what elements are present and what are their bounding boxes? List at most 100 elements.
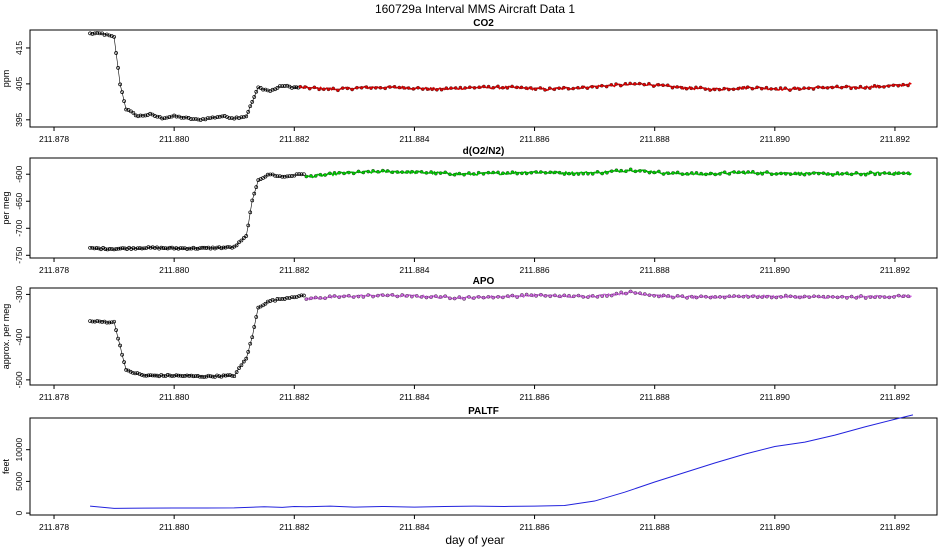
- data-point: [835, 84, 839, 89]
- data-point: [96, 246, 101, 251]
- data-point: [138, 113, 143, 118]
- data-point: [254, 89, 259, 94]
- data-point: [462, 172, 466, 177]
- data-point: [187, 373, 192, 378]
- data-point: [239, 238, 244, 243]
- data-point: [292, 295, 297, 300]
- data-point: [698, 85, 703, 90]
- y-axis-label: feet: [1, 458, 11, 474]
- data-point: [892, 172, 896, 176]
- data-point: [131, 110, 136, 115]
- data-point: [196, 117, 201, 122]
- data-point: [137, 372, 142, 376]
- data-point: [703, 87, 708, 91]
- data-point: [830, 295, 835, 299]
- data-point: [840, 294, 844, 299]
- data-point: [206, 373, 211, 378]
- data-point: [419, 295, 424, 299]
- data-point: [699, 294, 703, 299]
- y-tick-label: -650: [14, 192, 24, 209]
- data-point: [656, 82, 661, 87]
- data-point: [769, 172, 774, 177]
- data-point: [309, 174, 313, 178]
- data-point: [287, 174, 292, 178]
- data-point: [118, 343, 122, 348]
- data-point: [727, 294, 732, 299]
- data-point: [246, 110, 251, 114]
- data-point: [258, 86, 263, 90]
- data-point: [193, 117, 198, 121]
- data-point: [496, 295, 500, 299]
- data-point: [356, 294, 361, 299]
- data-point: [294, 172, 299, 177]
- data-point: [746, 295, 750, 299]
- data-point: [146, 245, 151, 249]
- data-point: [285, 174, 289, 179]
- y-tick-label: -700: [14, 219, 24, 236]
- data-point: [713, 172, 718, 177]
- data-point: [254, 185, 259, 190]
- data-point: [515, 171, 519, 176]
- data-point: [580, 85, 585, 89]
- x-axis-label: day of year: [445, 533, 504, 547]
- data-point: [642, 82, 647, 87]
- data-point: [285, 295, 289, 300]
- data-point: [191, 374, 196, 379]
- data-point: [519, 85, 524, 90]
- data-point: [200, 245, 204, 250]
- data-point: [816, 294, 821, 299]
- data-point: [830, 173, 835, 177]
- data-point: [699, 171, 703, 176]
- data-point: [755, 85, 759, 90]
- data-point: [228, 245, 232, 250]
- data-point: [205, 116, 210, 120]
- data-point: [250, 335, 255, 340]
- data-point: [376, 169, 380, 174]
- data-point: [361, 170, 366, 175]
- data-point: [299, 172, 304, 177]
- data-point: [619, 290, 623, 295]
- data-point: [424, 295, 429, 300]
- data-point: [717, 87, 722, 92]
- data-point: [571, 172, 576, 177]
- data-point: [868, 295, 873, 299]
- data-point: [380, 168, 385, 173]
- x-tick-label: 211.880: [159, 134, 189, 144]
- data-point: [534, 294, 538, 298]
- data-point: [476, 295, 481, 299]
- data-point: [410, 169, 414, 174]
- data-point: [244, 234, 249, 238]
- data-point: [605, 294, 609, 298]
- data-point: [342, 171, 346, 176]
- data-point: [148, 111, 152, 116]
- data-point: [638, 291, 642, 296]
- data-point: [406, 86, 411, 90]
- data-point: [529, 170, 534, 175]
- plot-frame: [29, 287, 938, 386]
- data-point: [170, 374, 174, 378]
- data-point: [821, 294, 826, 299]
- data-point: [150, 245, 155, 250]
- data-point: [562, 172, 567, 176]
- data-point: [548, 294, 553, 299]
- data-point: [340, 86, 345, 90]
- data-point: [120, 352, 124, 357]
- data-point: [872, 83, 877, 88]
- data-point: [802, 172, 807, 177]
- data-point: [510, 293, 515, 298]
- data-point: [844, 84, 849, 89]
- data-point: [430, 87, 434, 92]
- data-point: [812, 294, 816, 299]
- data-point: [741, 86, 745, 90]
- x-tick-label: 211.892: [880, 265, 910, 275]
- data-point: [191, 117, 196, 121]
- data-point: [652, 170, 656, 175]
- data-point: [548, 170, 553, 175]
- data-point: [266, 172, 270, 177]
- data-point: [774, 295, 779, 300]
- data-point: [491, 85, 496, 90]
- data-point: [471, 296, 476, 300]
- data-point: [727, 87, 731, 92]
- data-point: [600, 83, 604, 88]
- data-point: [524, 171, 529, 176]
